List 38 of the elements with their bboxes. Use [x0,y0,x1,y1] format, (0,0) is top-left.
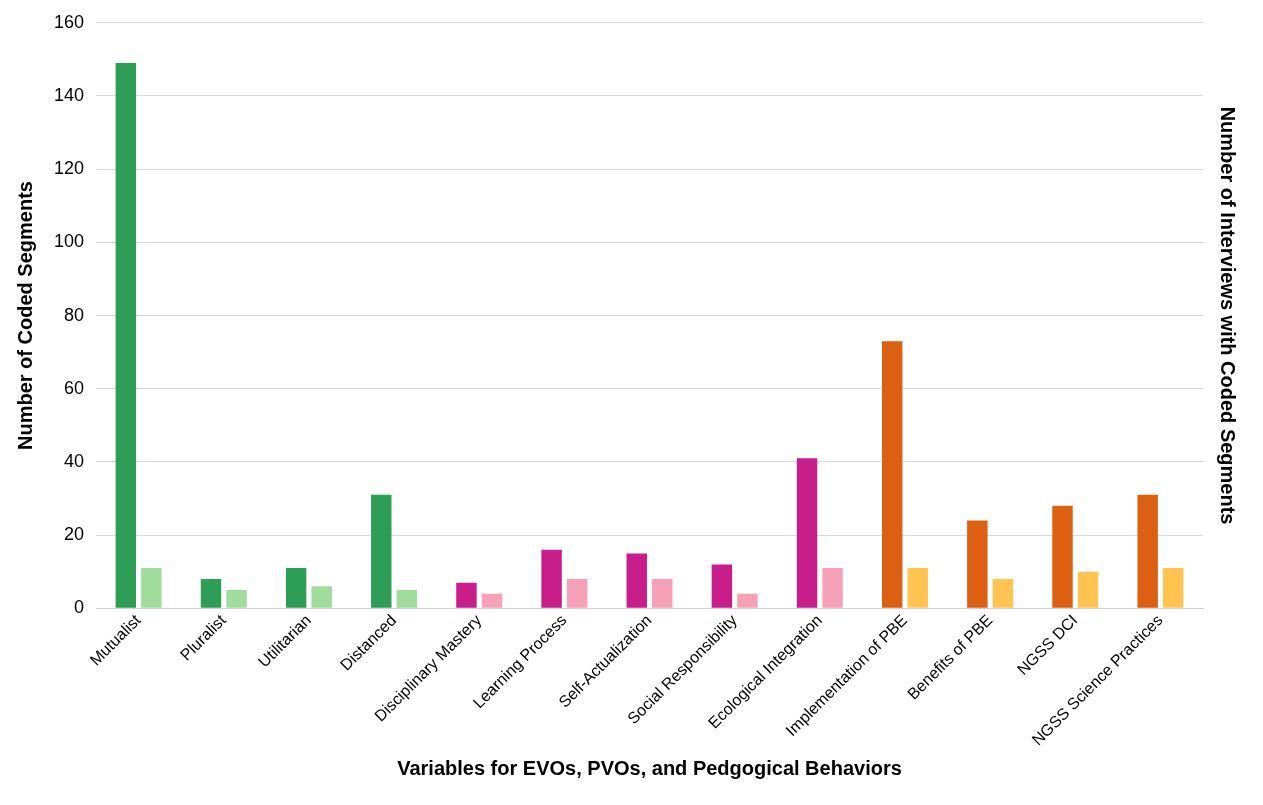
y-tick-label: 40 [64,450,85,471]
bar [881,341,903,608]
bar [626,553,647,608]
bar [967,520,988,608]
y2-axis-title: Number of Interviews with Coded Segments [1217,106,1240,525]
bar [311,586,332,608]
bar [141,568,162,608]
bar [796,458,818,608]
bar [652,579,673,608]
bar [1137,494,1158,608]
y-tick-label: 140 [53,84,85,105]
x-axis-title: Variables for EVOs, PVOs, and Pedgogical Behaviors [397,756,902,779]
bar [456,582,477,608]
bar [226,590,247,608]
y-axis-title: Number of Coded Segments [13,181,36,451]
y-tick-label: 100 [53,231,85,252]
bar [285,568,307,608]
bar [737,593,758,608]
bar [371,494,392,608]
y-tick-label: 0 [74,597,85,618]
bar [1162,568,1184,608]
bar [200,579,222,608]
bar [907,568,928,608]
bar [115,63,137,608]
y-tick-label: 20 [64,524,85,545]
bar [481,593,503,608]
bar [541,549,562,608]
bar [992,579,1014,608]
y-tick-label: 80 [64,304,85,325]
bar [1077,571,1099,608]
bar [711,564,733,608]
y-tick-label: 120 [53,158,85,179]
y-tick-label: 160 [53,11,85,32]
bar [822,568,843,608]
bar [1052,505,1073,608]
y-tick-label: 60 [64,377,85,398]
bar [566,579,588,608]
bar [396,590,418,608]
